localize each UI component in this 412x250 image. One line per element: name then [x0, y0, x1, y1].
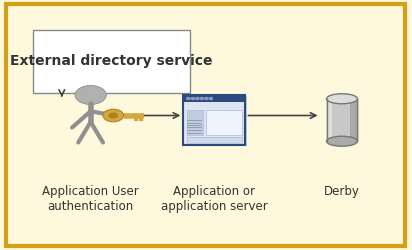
Text: Application User
authentication: Application User authentication	[42, 185, 139, 213]
Text: External directory service: External directory service	[10, 54, 213, 68]
Text: Application or
application server: Application or application server	[161, 185, 268, 213]
Circle shape	[75, 86, 106, 104]
Circle shape	[200, 98, 204, 100]
FancyBboxPatch shape	[185, 96, 247, 146]
FancyBboxPatch shape	[206, 110, 242, 135]
Circle shape	[209, 98, 213, 100]
FancyBboxPatch shape	[326, 99, 357, 141]
FancyBboxPatch shape	[183, 95, 245, 145]
Ellipse shape	[326, 94, 357, 104]
FancyBboxPatch shape	[187, 110, 203, 135]
FancyBboxPatch shape	[33, 30, 190, 92]
Text: Derby: Derby	[324, 185, 360, 198]
Circle shape	[191, 98, 194, 100]
Ellipse shape	[326, 136, 357, 146]
FancyBboxPatch shape	[183, 95, 245, 102]
Circle shape	[103, 109, 124, 122]
FancyBboxPatch shape	[187, 137, 242, 143]
FancyBboxPatch shape	[326, 99, 332, 141]
Circle shape	[187, 98, 190, 100]
FancyBboxPatch shape	[350, 99, 357, 141]
Circle shape	[108, 112, 118, 118]
Circle shape	[196, 98, 199, 100]
Circle shape	[205, 98, 208, 100]
